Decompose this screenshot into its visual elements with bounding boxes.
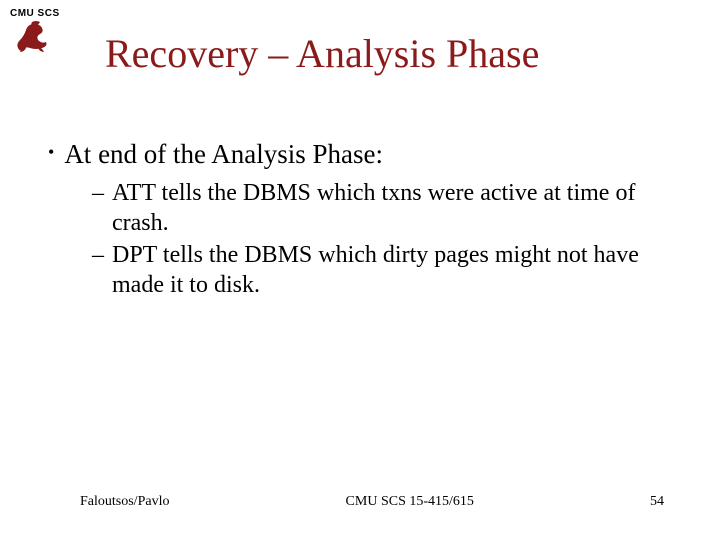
footer-left: Faloutsos/Pavlo: [80, 494, 169, 510]
sub-marker: –: [92, 240, 104, 270]
bullet-item: • At end of the Analysis Phase:: [48, 138, 680, 170]
bullet-text: At end of the Analysis Phase:: [64, 138, 383, 170]
slide-body: • At end of the Analysis Phase: – ATT te…: [48, 138, 680, 302]
sub-text: ATT tells the DBMS which txns were activ…: [112, 178, 672, 238]
slide: CMU SCS Recovery – Analysis Phase • At e…: [0, 0, 720, 540]
footer-center: CMU SCS 15-415/615: [346, 494, 474, 510]
footer: Faloutsos/Pavlo CMU SCS 15-415/615 54: [0, 494, 720, 510]
footer-page-number: 54: [650, 494, 664, 510]
sub-text: DPT tells the DBMS which dirty pages mig…: [112, 240, 672, 300]
sub-list: – ATT tells the DBMS which txns were act…: [92, 178, 680, 300]
sub-item: – DPT tells the DBMS which dirty pages m…: [92, 240, 680, 300]
sub-item: – ATT tells the DBMS which txns were act…: [92, 178, 680, 238]
sub-marker: –: [92, 178, 104, 208]
slide-title: Recovery – Analysis Phase: [105, 30, 539, 77]
bullet-marker: •: [48, 138, 54, 166]
cmu-scotty-logo: [12, 18, 52, 54]
